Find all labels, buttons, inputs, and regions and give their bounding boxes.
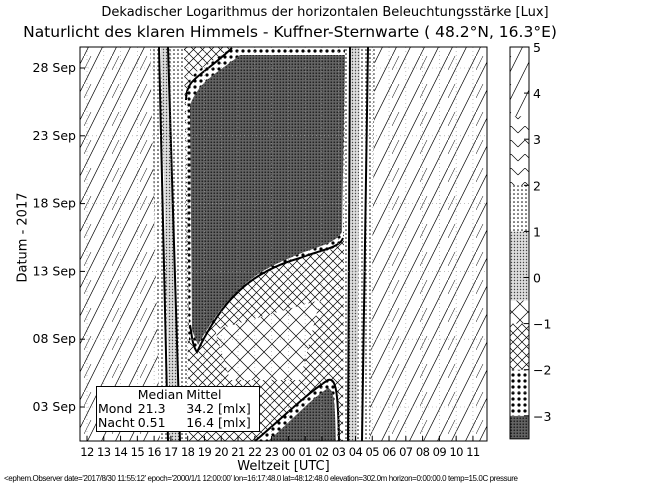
x-tick-label: 13 — [97, 445, 111, 459]
y-axis-label: Datum - 2017 — [15, 192, 31, 283]
x-tick-label: 14 — [114, 445, 128, 459]
x-tick-label: 19 — [198, 445, 212, 459]
x-axis-label: Weltzeit [UTC] — [237, 459, 330, 474]
x-tick-label: 03 — [332, 445, 346, 459]
row-label: Mond — [98, 401, 133, 416]
colorbar-tick-label: 3 — [533, 132, 541, 147]
x-tick-label: 12 — [80, 445, 94, 459]
colorbar-band — [510, 208, 529, 232]
row-mittel: 16.4 [mlx] — [186, 415, 251, 430]
x-tick-label: 01 — [298, 445, 312, 459]
y-tick-label: 08 Sep — [33, 331, 77, 346]
colorbar-band — [510, 116, 529, 140]
table-header-empty — [98, 388, 138, 402]
colorbar-tick-label: −1 — [533, 317, 551, 332]
colorbar-tick-label: 5 — [533, 40, 541, 55]
colorbar-band — [510, 392, 529, 416]
x-tick-label: 20 — [215, 445, 229, 459]
colorbar: 5 4 3 2 1 0 −1 −2 −3 — [509, 40, 551, 440]
x-tick-label: 00 — [282, 445, 296, 459]
colorbar-band — [510, 323, 529, 347]
colorbar-band — [510, 300, 529, 324]
y-tick-label: 28 Sep — [33, 60, 77, 75]
moonless-night-upper — [190, 55, 345, 345]
x-tick-label: 18 — [181, 445, 195, 459]
colorbar-frame — [509, 46, 530, 440]
y-tick-label: 03 Sep — [33, 399, 77, 414]
colorbar-tick-label: 2 — [533, 178, 541, 193]
x-tick-label: 11 — [466, 445, 480, 459]
colorbar-tick-label: 4 — [533, 86, 541, 101]
x-tick-label: 02 — [315, 445, 329, 459]
x-tick-label: 23 — [265, 445, 279, 459]
y-tick-label: 18 Sep — [33, 196, 77, 211]
plot-frame — [79, 46, 488, 442]
colorbar-band — [510, 231, 529, 255]
table-row: Nacht 0.51 16.4 [mlx] — [98, 416, 254, 430]
x-tick-label: 07 — [399, 445, 413, 459]
colorbar-band — [510, 70, 529, 94]
x-tick-label: 17 — [164, 445, 178, 459]
colorbar-band — [510, 415, 529, 439]
table-row: Mond 21.3 34.2 [mlx] — [98, 402, 254, 416]
y-tick-label: 23 Sep — [33, 128, 77, 143]
colorbar-band — [510, 139, 529, 163]
x-tick-label: 08 — [416, 445, 430, 459]
colorbar-band — [510, 47, 529, 71]
moon-contour-lower — [254, 378, 340, 442]
evening-twilight-core — [161, 47, 180, 441]
moonlit-bright-region — [215, 300, 320, 380]
row-mittel: 34.2 [mlx] — [186, 401, 251, 416]
colorbar-band — [510, 346, 529, 370]
colorbar-tick-label: 1 — [533, 224, 541, 239]
observer-info-footer: <ephem.Observer date='2017/8/30 11:55:12… — [4, 474, 518, 483]
morning-twilight-core — [348, 47, 360, 441]
row-median: 0.51 — [137, 415, 166, 430]
grid — [80, 47, 487, 441]
twilight-contour-lines — [158, 46, 369, 442]
moonless-night-lower — [268, 388, 336, 441]
colorbar-band — [510, 185, 529, 209]
x-tick-label: 09 — [433, 445, 447, 459]
colorbar-tick-label: −2 — [533, 363, 551, 378]
colorbar-band — [510, 162, 529, 186]
x-tick-label: 22 — [248, 445, 262, 459]
colorbar-tick-label: −3 — [533, 409, 551, 424]
x-tick-label: 16 — [147, 445, 161, 459]
colorbar-band — [510, 254, 529, 278]
x-tick-label: 04 — [349, 445, 363, 459]
x-tick-label: 21 — [231, 445, 245, 459]
figure-suptitle: Dekadischer Logarithmus der horizontalen… — [101, 5, 549, 20]
colorbar-tick-label: 0 — [533, 271, 541, 286]
moonrise-contour — [185, 47, 233, 101]
chart-title: Naturlicht des klaren Himmels - Kuffner-… — [23, 23, 557, 41]
table-header-median: Median — [137, 387, 184, 402]
table-header-mittel: Mittel — [186, 387, 222, 402]
x-tick-label: 06 — [382, 445, 396, 459]
colorbar-band — [510, 93, 529, 117]
moonset-contour — [189, 237, 344, 354]
x-tick-label: 10 — [449, 445, 463, 459]
y-tick-label: 13 Sep — [33, 263, 77, 278]
x-tick-label: 15 — [131, 445, 145, 459]
colorbar-band — [510, 369, 529, 393]
row-median: 21.3 — [137, 401, 166, 416]
statistics-table: Median Mittel Mond 21.3 34.2 [mlx] Nacht 0.5… — [96, 386, 260, 432]
colorbar-band — [510, 277, 529, 301]
row-label: Nacht — [98, 415, 135, 430]
x-tick-label: 05 — [366, 445, 380, 459]
